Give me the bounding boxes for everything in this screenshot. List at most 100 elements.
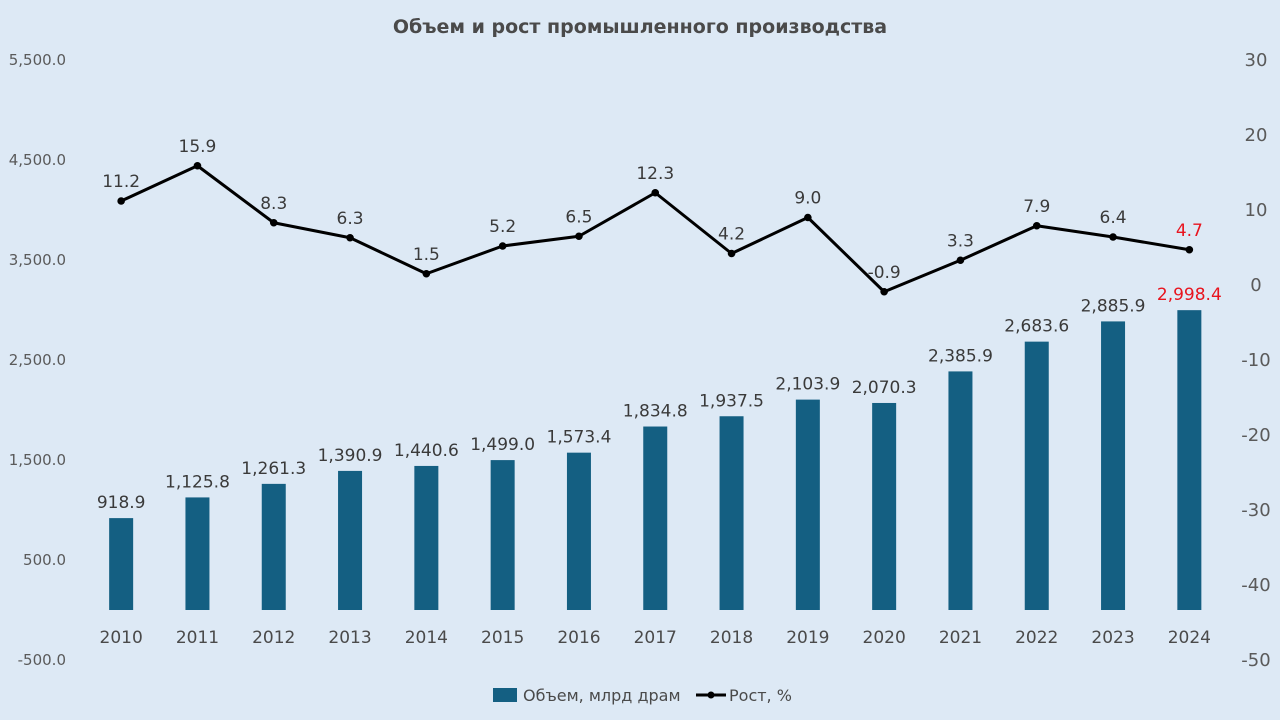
- bar: [872, 402, 897, 610]
- bar-data-label: 2,070.3: [852, 378, 917, 398]
- right-tick-label: -30: [1241, 500, 1270, 521]
- line-data-label: 3.3: [947, 231, 974, 251]
- x-tick-label: 2022: [1015, 628, 1058, 648]
- left-axis: 5,500.0 4,500.0 3,500.0 2,500.0 1,500.0 500.0…: [9, 51, 66, 669]
- line-point: [193, 161, 202, 170]
- line-point: [1185, 245, 1194, 254]
- line-point: [1032, 221, 1041, 230]
- right-tick-label: -10: [1241, 350, 1270, 371]
- line-series: [117, 161, 1194, 296]
- line-data-label: 6.4: [1100, 208, 1127, 228]
- right-tick-label: -50: [1241, 650, 1270, 671]
- x-tick-label: 2024: [1168, 628, 1211, 648]
- left-tick-label: 500.0: [23, 551, 66, 569]
- bar: [795, 399, 820, 610]
- bar: [338, 470, 363, 610]
- line-point: [651, 188, 660, 197]
- bar-data-label: 1,573.4: [547, 428, 612, 448]
- line-point: [804, 213, 812, 222]
- right-tick-label: 30: [1245, 50, 1268, 71]
- bar: [1101, 321, 1126, 610]
- line-point: [956, 256, 965, 265]
- left-tick-label: 3,500.0: [9, 251, 66, 269]
- bar: [1177, 310, 1202, 610]
- bar: [109, 518, 134, 610]
- line-data-label: 6.5: [565, 207, 592, 227]
- bar-data-label: 1,834.8: [623, 402, 688, 422]
- bar-data-label: 1,261.3: [241, 459, 306, 479]
- line-point: [498, 242, 507, 250]
- legend-line-marker: [707, 691, 715, 699]
- legend-bar-swatch: [493, 688, 517, 702]
- left-tick-label: 1,500.0: [9, 451, 66, 469]
- bar: [414, 465, 439, 610]
- chart-title: Объем и рост промышленного производства: [393, 16, 887, 38]
- line-point: [269, 218, 278, 227]
- bar-data-label: 1,440.6: [394, 441, 459, 461]
- left-tick-label: 2,500.0: [9, 351, 66, 369]
- growth-line: [120, 164, 1190, 294]
- line-data-label: 1.5: [413, 245, 440, 265]
- right-tick-label: -40: [1241, 575, 1270, 596]
- legend-item-growth: Рост, %: [729, 686, 792, 705]
- bar: [261, 483, 286, 610]
- line-data-label: 11.2: [102, 172, 140, 192]
- bar: [1024, 341, 1049, 610]
- line-data-labels: 11.2 15.9 8.3 6.3 1.5 5.2 6.5 12.3 4.2 9.0 -0.9 3.3…: [102, 137, 1203, 283]
- bar: [948, 371, 973, 610]
- line-point: [1109, 233, 1117, 241]
- bar: [185, 497, 210, 610]
- left-tick-label: 5,500.0: [9, 51, 66, 69]
- x-tick-label: 2014: [405, 628, 448, 648]
- line-data-label: 6.3: [337, 209, 364, 229]
- line-data-label: 5.2: [489, 217, 516, 237]
- legend: Объем, млрд драм Рост, %: [493, 686, 792, 705]
- bar: [566, 452, 591, 610]
- bar-data-labels: 918.9 1,125.8 1,261.3 1,390.9 1,440.6 1,499.0…: [97, 285, 1222, 513]
- left-tick-label: -500.0: [18, 651, 66, 669]
- legend-item-volume: Объем, млрд драм: [523, 686, 681, 705]
- line-point: [422, 269, 431, 278]
- x-tick-label: 2011: [176, 628, 219, 648]
- x-tick-label: 2010: [100, 628, 143, 648]
- line-data-label: 9.0: [794, 189, 821, 209]
- line-data-label: 8.3: [260, 194, 287, 214]
- line-data-label: 12.3: [636, 164, 674, 184]
- bar-data-label: 1,499.0: [470, 435, 535, 455]
- x-tick-label: 2020: [863, 628, 906, 648]
- x-tick-label: 2015: [481, 628, 524, 648]
- bar-data-label: 2,683.6: [1004, 317, 1069, 337]
- x-tick-label: 2016: [557, 628, 600, 648]
- bar-data-label: 2,998.4: [1157, 285, 1222, 305]
- x-tick-label: 2021: [939, 628, 982, 648]
- line-data-label: 7.9: [1023, 197, 1050, 217]
- line-data-label: 4.2: [718, 225, 745, 245]
- x-tick-label: 2018: [710, 628, 753, 648]
- bar-data-label: 1,390.9: [318, 446, 383, 466]
- x-tick-label: 2023: [1091, 628, 1134, 648]
- line-point: [727, 249, 736, 258]
- line-point: [575, 232, 583, 241]
- bar-data-label: 1,937.5: [699, 391, 764, 411]
- right-tick-label: 20: [1245, 125, 1268, 146]
- bar-series: [109, 310, 1202, 610]
- line-data-label: 15.9: [179, 137, 217, 157]
- bar-data-label: 1,125.8: [165, 472, 230, 492]
- bar: [490, 460, 515, 610]
- bar-data-label: 2,885.9: [1081, 296, 1146, 316]
- x-tick-label: 2017: [634, 628, 677, 648]
- x-axis: 2010 2011 2012 2013 2014 2015 2016 2017 2018 2019…: [100, 628, 1211, 648]
- right-tick-label: 10: [1245, 200, 1268, 221]
- line-point: [880, 287, 888, 296]
- right-tick-label: 0: [1250, 275, 1261, 296]
- bar-data-label: 2,385.9: [928, 346, 993, 366]
- line-data-label: 4.7: [1176, 221, 1203, 241]
- x-tick-label: 2012: [252, 628, 295, 648]
- bar-data-label: 918.9: [97, 493, 146, 513]
- x-tick-label: 2013: [328, 628, 371, 648]
- line-data-label: -0.9: [868, 263, 901, 283]
- line-point: [346, 233, 354, 242]
- line-point: [117, 197, 125, 205]
- x-tick-label: 2019: [786, 628, 829, 648]
